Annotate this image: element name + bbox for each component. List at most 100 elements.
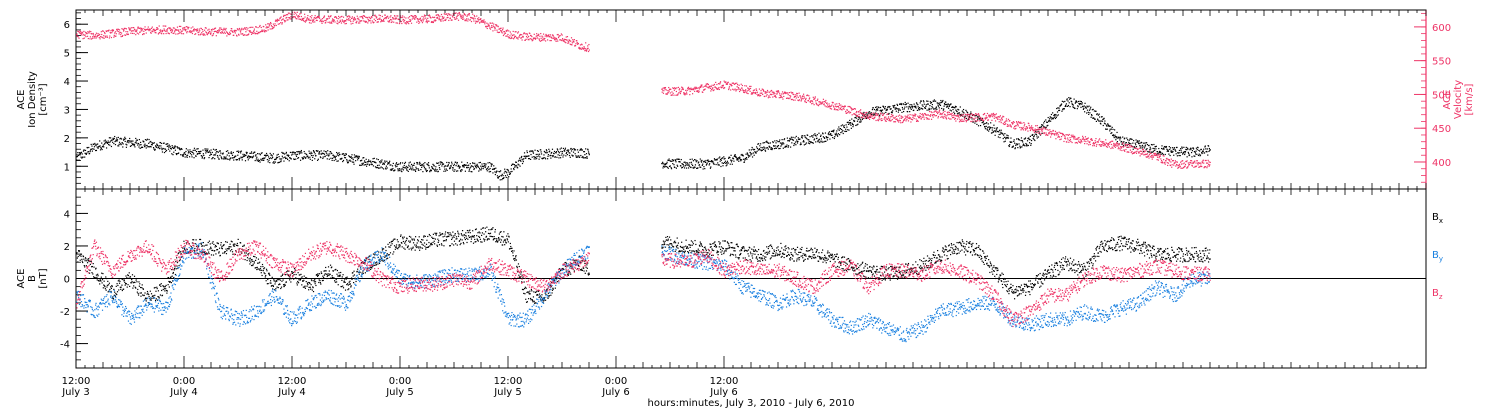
ion-density-point — [1055, 113, 1057, 116]
ion-density-point — [293, 158, 295, 160]
velocity-point — [345, 20, 347, 22]
ion-density-point — [759, 145, 761, 147]
ion-density-point — [104, 142, 106, 144]
velocity-point — [990, 113, 993, 115]
velocity-point — [476, 18, 479, 20]
ion-density-point — [1207, 154, 1209, 156]
ion-density-point — [894, 104, 896, 107]
velocity-point — [1009, 124, 1011, 126]
velocity-point — [296, 18, 298, 20]
ion-density-point — [218, 158, 220, 160]
velocity-point — [974, 117, 976, 119]
ion-density-point — [787, 145, 790, 147]
ion-density-point — [515, 164, 517, 167]
velocity-point — [262, 30, 264, 32]
ion-density-point — [1034, 139, 1036, 142]
ion-density-point — [1184, 153, 1186, 156]
velocity-point — [159, 31, 161, 34]
ion-density-point — [127, 140, 130, 142]
ion-density-point — [834, 133, 836, 135]
ion-density-point — [544, 157, 546, 159]
velocity-point — [403, 16, 405, 18]
ion-density-point — [517, 160, 520, 162]
velocity-point — [942, 111, 944, 113]
ion-density-point — [777, 146, 779, 148]
ion-density-point — [434, 168, 437, 170]
ion-density-point — [925, 104, 927, 106]
ion-density-point — [790, 146, 792, 148]
velocity-point — [713, 84, 715, 86]
ion-density-point — [780, 142, 782, 144]
velocity-point — [718, 88, 720, 91]
velocity-point — [588, 43, 590, 46]
ion-density-point — [475, 166, 477, 168]
ion-density-point — [331, 159, 333, 162]
velocity-point — [819, 103, 822, 105]
ion-density-point — [548, 151, 550, 153]
velocity-point — [856, 114, 859, 117]
velocity-point — [272, 27, 274, 29]
ion-density-point — [1044, 126, 1046, 128]
velocity-point — [163, 28, 165, 30]
velocity-point — [318, 16, 320, 18]
velocity-point — [322, 20, 324, 23]
ion-density-point — [434, 169, 436, 171]
velocity-point — [436, 16, 439, 18]
velocity-point — [743, 91, 746, 94]
ion-density-point — [1108, 124, 1110, 127]
ion-density-point — [472, 162, 474, 164]
density-tick-label: 1 — [64, 162, 70, 173]
ion-density-point — [405, 167, 407, 169]
ion-density-point — [663, 164, 665, 166]
velocity-point — [357, 22, 360, 24]
ion-density-point — [700, 161, 703, 163]
velocity-point — [894, 121, 897, 123]
velocity-point — [309, 19, 311, 22]
ion-density-point — [1126, 144, 1128, 146]
velocity-point — [316, 15, 319, 18]
velocity-point — [215, 35, 217, 37]
velocity-point — [327, 21, 329, 23]
velocity-point — [906, 115, 908, 117]
ion-density-point — [553, 150, 556, 153]
ion-density-point — [1110, 128, 1112, 130]
ion-density-point — [378, 167, 380, 169]
velocity-point — [996, 116, 998, 118]
velocity-point — [664, 86, 667, 89]
ion-density-point — [491, 168, 494, 170]
velocity-point — [747, 87, 749, 89]
velocity-point — [455, 16, 458, 18]
ion-density-point — [888, 112, 890, 115]
velocity-point — [251, 31, 253, 33]
velocity-point — [437, 17, 439, 19]
ion-density-point — [169, 150, 171, 152]
ion-density-point — [1063, 108, 1065, 110]
ion-density-point — [242, 156, 244, 158]
velocity-point — [182, 28, 184, 30]
velocity-point — [686, 89, 688, 91]
ion-density-point — [190, 151, 192, 153]
velocity-point — [994, 120, 997, 122]
velocity-point — [867, 117, 869, 119]
velocity-point — [282, 15, 285, 18]
ion-density-point — [246, 152, 248, 155]
ion-density-point — [453, 170, 455, 172]
velocity-point — [886, 118, 888, 120]
velocity-point — [529, 38, 531, 40]
velocity-point — [179, 31, 181, 33]
velocity-point — [205, 27, 207, 29]
ion-density-point — [668, 165, 671, 168]
ion-density-point — [143, 144, 145, 146]
ion-density-point — [821, 140, 823, 142]
ion-density-point — [489, 170, 492, 173]
velocity-point — [533, 33, 535, 35]
ion-density-point — [688, 164, 690, 166]
velocity-point — [304, 13, 306, 15]
ion-density-point — [479, 169, 481, 171]
velocity-point — [762, 93, 764, 96]
velocity-point — [162, 30, 164, 32]
ion-density-point — [800, 143, 802, 145]
ion-density-point — [308, 150, 310, 152]
velocity-point — [894, 116, 896, 119]
velocity-axis-label-line: ACE — [1442, 90, 1453, 110]
